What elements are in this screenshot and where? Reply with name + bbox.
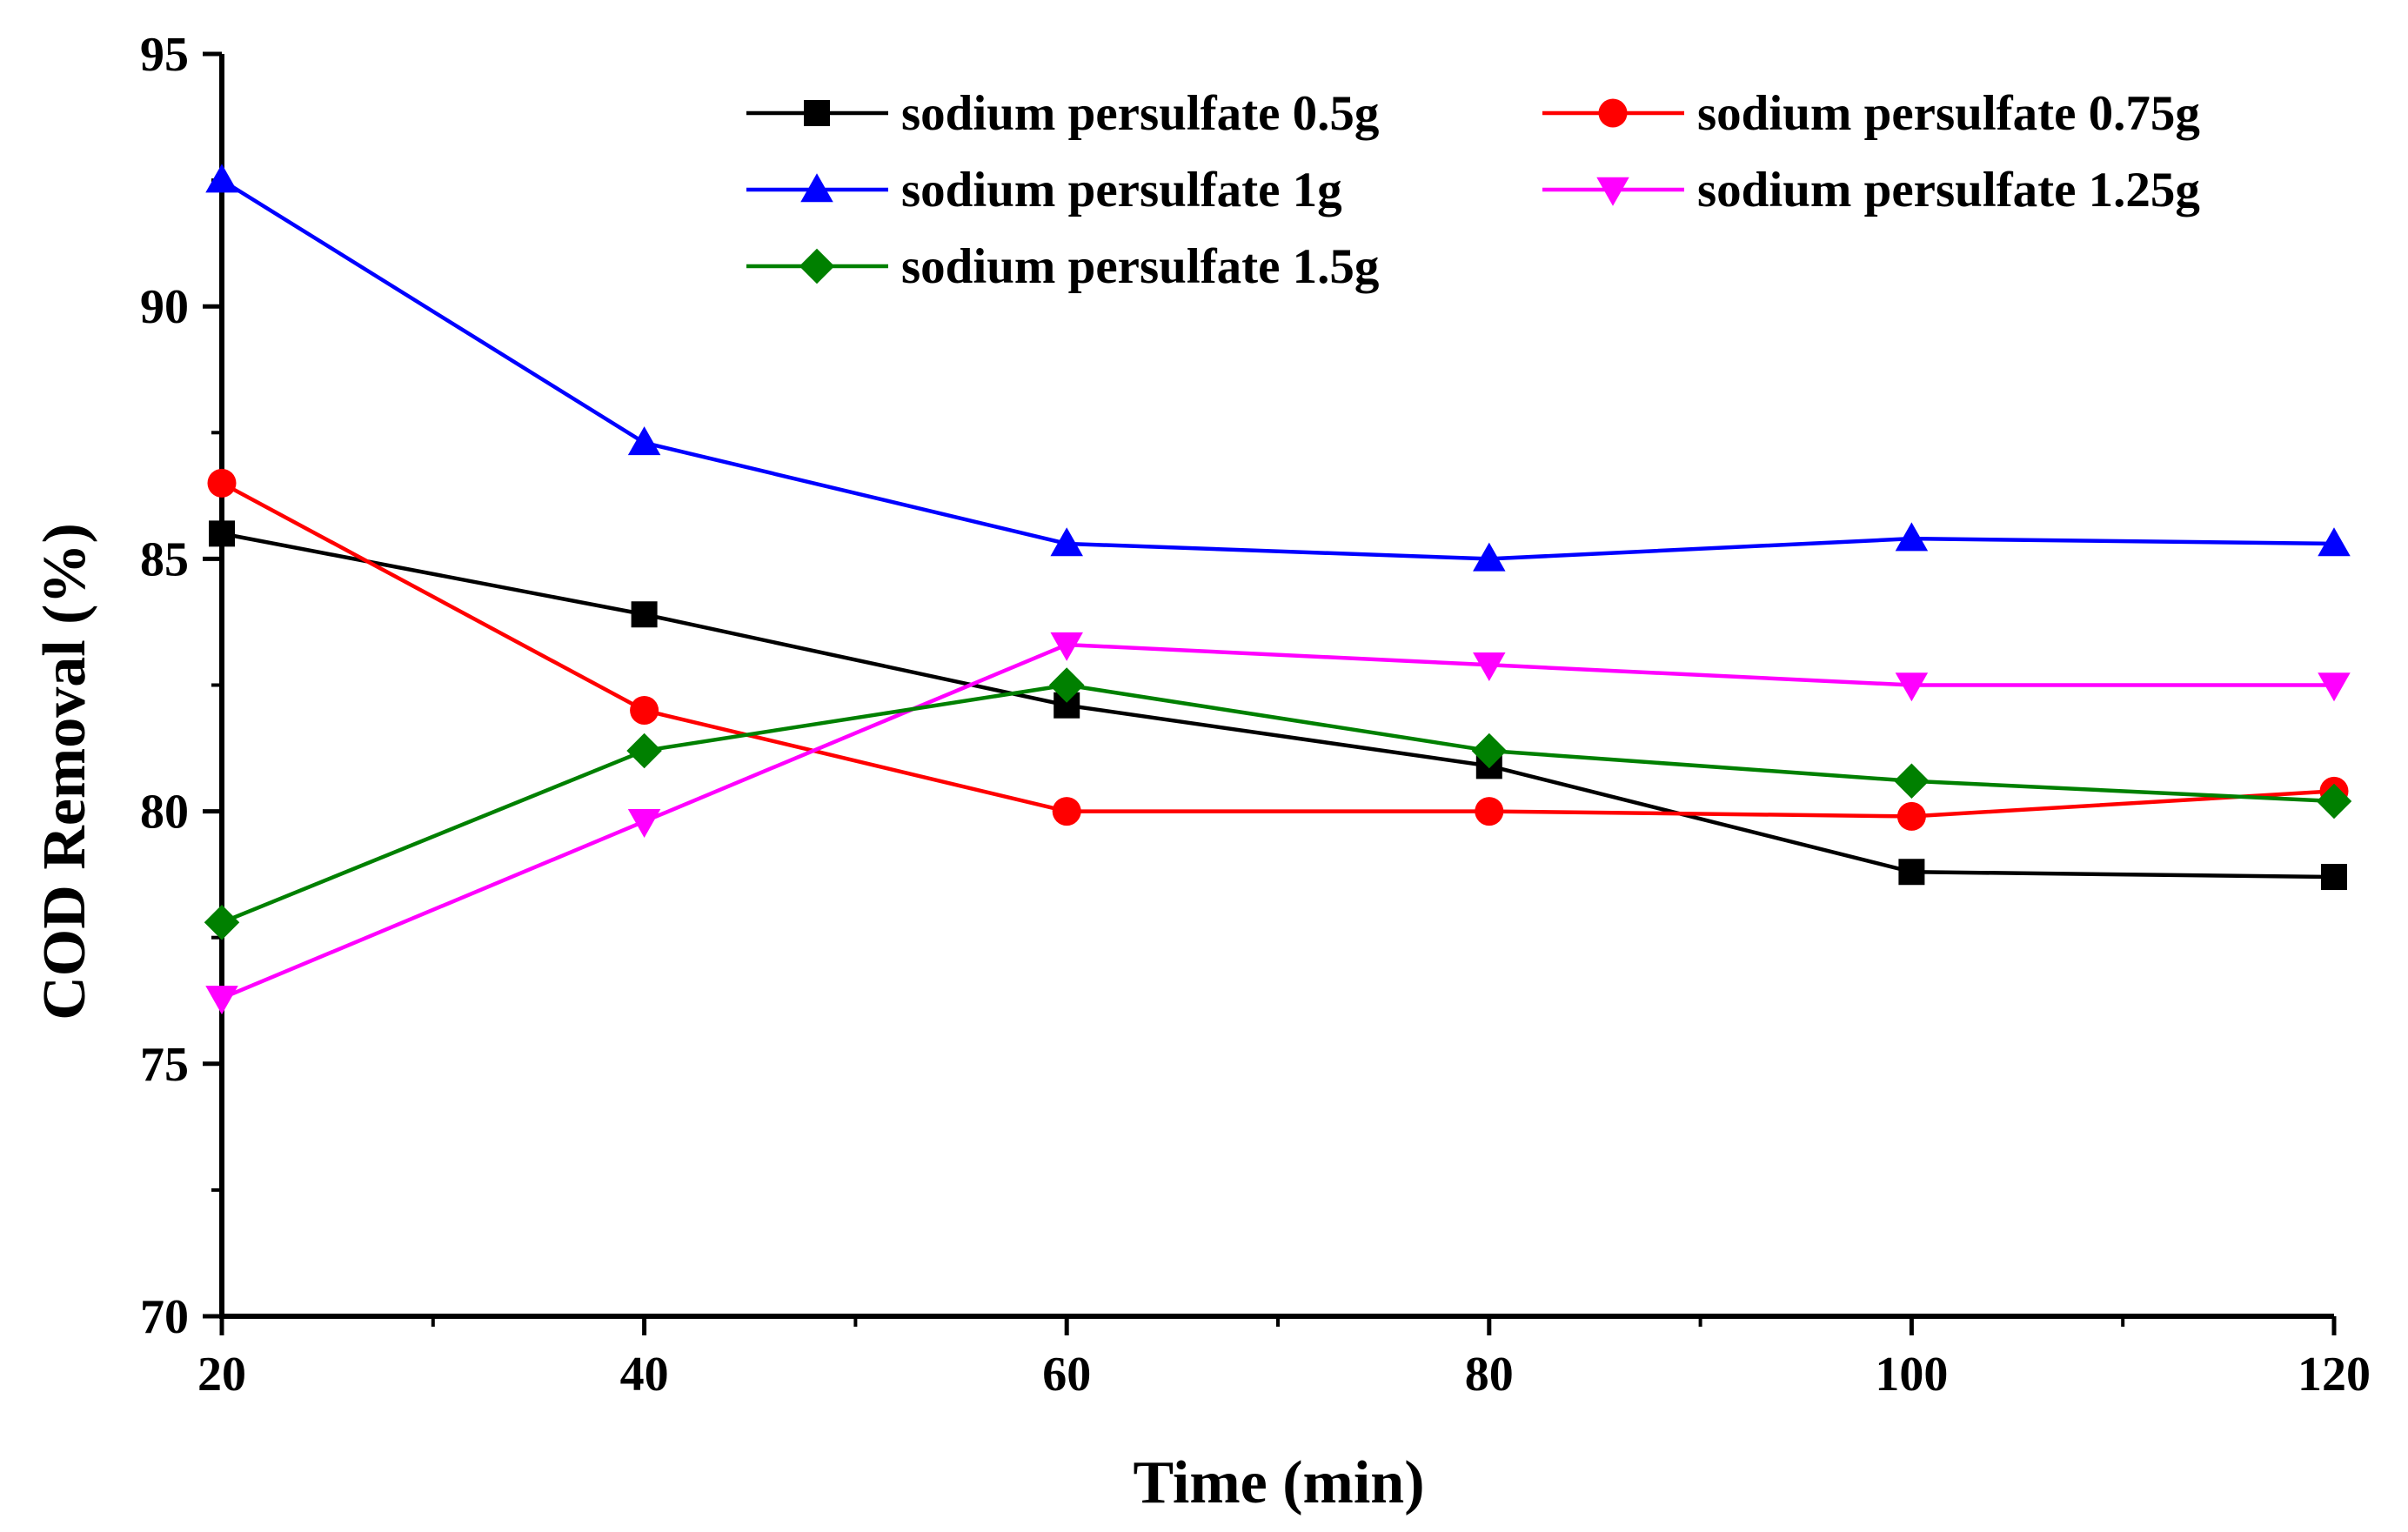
data-point — [2318, 672, 2351, 702]
axes: 20 40 60 80 100 120 70 75 80 85 90 95 — [140, 28, 2371, 1402]
data-point — [1894, 763, 1930, 799]
y-tick-label: 70 — [140, 1290, 189, 1344]
series-line — [221, 683, 2335, 925]
y-axis-title: COD Removal (%) — [31, 523, 98, 1020]
data-point — [205, 164, 238, 193]
series-4 — [205, 632, 2351, 1015]
data-point — [627, 426, 661, 456]
y-tick-label: 80 — [140, 786, 189, 840]
legend-item: sodium persulfate 1.5g — [746, 239, 1379, 294]
legend-marker — [804, 100, 830, 126]
x-tick-label: 40 — [620, 1348, 669, 1402]
y-tick-label: 90 — [140, 280, 189, 334]
legend-label: sodium persulfate 1.25g — [1697, 163, 2200, 217]
series-2 — [207, 468, 2349, 831]
legend-item: sodium persulfate 1g — [746, 163, 1342, 217]
x-tick-label: 100 — [1875, 1348, 1948, 1402]
series-layer — [204, 164, 2352, 1015]
x-axis-title: Time (min) — [1133, 1449, 1424, 1516]
x-tick-label: 20 — [197, 1348, 246, 1402]
y-tick-label: 75 — [140, 1038, 189, 1092]
x-tick-label: 120 — [2298, 1348, 2371, 1402]
data-point — [2318, 527, 2351, 557]
legend-label: sodium persulfate 1.5g — [901, 239, 1379, 294]
data-point — [1473, 542, 1506, 572]
x-tick-label: 80 — [1465, 1348, 1514, 1402]
data-point — [631, 601, 658, 628]
data-point — [626, 733, 662, 769]
data-point — [204, 905, 240, 940]
data-point — [1475, 797, 1504, 826]
data-point — [1048, 667, 1085, 703]
data-point — [630, 696, 659, 726]
legend: sodium persulfate 0.5g sodium persulfate … — [746, 86, 2200, 294]
data-point — [1898, 859, 1925, 886]
data-point — [209, 520, 235, 547]
data-point — [1473, 652, 1506, 682]
data-point — [2316, 783, 2352, 820]
x-tick-label: 60 — [1042, 1348, 1091, 1402]
series-1 — [209, 520, 2347, 891]
data-point — [207, 468, 237, 498]
legend-marker — [1598, 98, 1628, 128]
legend-item: sodium persulfate 0.75g — [1542, 86, 2200, 141]
legend-label: sodium persulfate 1g — [901, 163, 1342, 217]
data-point — [1471, 733, 1508, 769]
legend-label: sodium persulfate 0.75g — [1697, 86, 2200, 141]
series-line — [220, 481, 2335, 819]
y-tick-label: 85 — [140, 532, 189, 586]
legend-marker — [800, 173, 833, 203]
series-3 — [205, 164, 2351, 572]
data-point — [1052, 797, 1081, 826]
data-point — [1895, 522, 1929, 552]
series-line — [220, 178, 2335, 561]
data-point — [205, 986, 238, 1015]
legend-marker — [1596, 177, 1629, 206]
series-line — [221, 532, 2335, 880]
data-point — [1050, 632, 1083, 661]
data-point — [1896, 801, 1926, 831]
series-line — [221, 642, 2334, 1000]
data-point — [627, 808, 661, 838]
series-5 — [204, 667, 2352, 940]
data-point — [1050, 527, 1083, 557]
data-point — [1895, 672, 1929, 702]
data-point — [2321, 864, 2347, 891]
legend-label: sodium persulfate 0.5g — [901, 86, 1379, 141]
legend-marker — [799, 248, 835, 284]
legend-item: sodium persulfate 1.25g — [1542, 163, 2200, 217]
legend-item: sodium persulfate 0.5g — [746, 86, 1379, 141]
y-tick-label: 95 — [140, 28, 189, 82]
